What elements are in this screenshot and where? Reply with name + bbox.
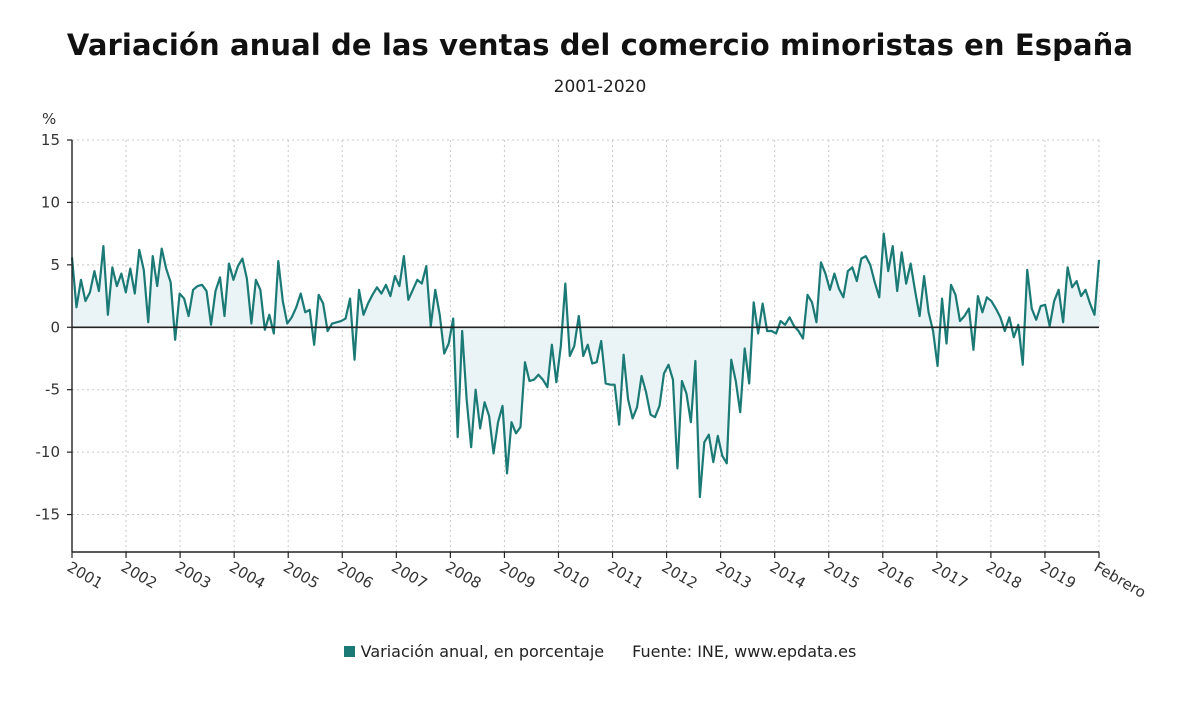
x-tick-label: 2002 <box>118 558 160 593</box>
y-tick-label: 15 <box>41 131 60 149</box>
y-tick-label: -15 <box>36 506 61 524</box>
x-tick-labels: 2001 2002 2003 2004 2005 2006 2007 2008 2009 2010… <box>64 552 1149 602</box>
y-tick-labels: 15 10 5 0 -5 -10 -15 <box>36 131 72 524</box>
x-tick-label: 2014 <box>767 558 809 593</box>
x-tick-label: 2003 <box>172 558 214 593</box>
x-tick-label: 2009 <box>496 558 538 593</box>
x-tick-label: 2019 <box>1037 558 1079 593</box>
x-tick-label: 2011 <box>605 558 647 593</box>
y-tick-label: 0 <box>50 318 60 336</box>
series-area-fill <box>72 233 1099 498</box>
y-tick-label: -5 <box>45 381 60 399</box>
x-tick-label: 2016 <box>875 558 917 593</box>
x-tick-label: 2007 <box>388 558 430 593</box>
chart-title: Variación anual de las ventas del comerc… <box>66 28 1134 62</box>
x-tick-label: Febrero <box>1091 558 1149 602</box>
legend: Variación anual, en porcentaje Fuente: IN… <box>0 642 1200 661</box>
y-tick-label: -10 <box>36 443 61 461</box>
x-tick-label: 2005 <box>280 558 322 593</box>
x-tick-label: 2013 <box>713 558 755 593</box>
series-line <box>70 232 1101 499</box>
chart-subtitle: 2001-2020 <box>553 77 647 97</box>
x-tick-label: 2012 <box>659 558 701 593</box>
x-tick-label: 2015 <box>821 558 863 593</box>
x-tick-label: 2004 <box>226 558 268 593</box>
x-tick-label: 2017 <box>929 558 971 593</box>
x-tick-label: 2008 <box>442 558 484 593</box>
x-tick-label: 2018 <box>983 558 1025 593</box>
legend-swatch <box>343 646 355 657</box>
x-tick-label: 2001 <box>64 558 106 593</box>
y-tick-label: 10 <box>41 193 60 211</box>
source-note: Fuente: INE, www.epdata.es <box>632 642 857 661</box>
legend-series-label: Variación anual, en porcentaje <box>360 642 605 661</box>
x-tick-label: 2010 <box>550 558 592 593</box>
y-axis-label: % <box>42 110 56 128</box>
x-tick-label: 2006 <box>334 558 376 593</box>
y-tick-label: 5 <box>50 256 60 274</box>
